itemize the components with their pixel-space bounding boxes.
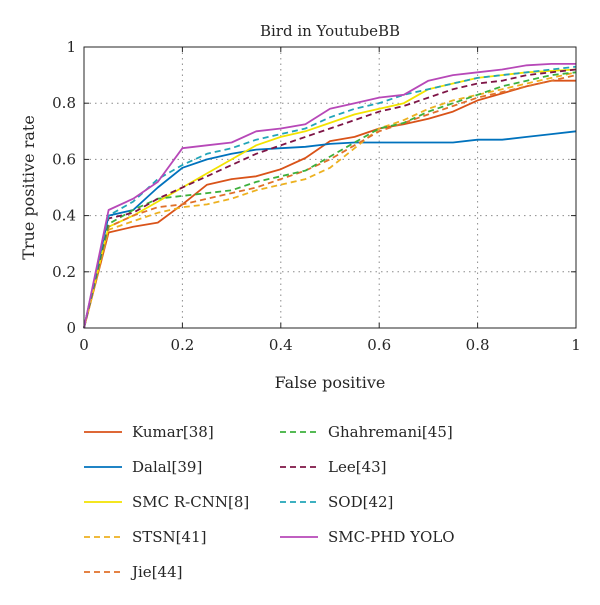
series-line-8 [83, 63, 576, 329]
ticks: 0 0.2 0.4 0.6 0.8 1 0 0.2 0.4 0.6 0.8 1 [52, 38, 581, 354]
series-line-6 [83, 68, 577, 329]
legend-label-1: Dalal[39] [132, 458, 202, 476]
y-tick-label: 0.8 [52, 94, 76, 112]
y-axis-label: True positive rate [19, 115, 38, 260]
legend-label-3: STSN[41] [132, 528, 206, 546]
legend-label-4: Jie[44] [130, 563, 182, 581]
y-tick-label: 0.6 [52, 150, 76, 168]
series-line-7 [83, 65, 577, 329]
x-tick-label: 0.6 [367, 336, 391, 354]
legend-label-6: Lee[43] [328, 458, 387, 476]
y-tick-label: 0.4 [52, 207, 76, 225]
series-line-4 [83, 74, 577, 329]
legend-label-8: SMC-PHD YOLO [328, 528, 455, 546]
x-tick-label: 0.4 [269, 336, 293, 354]
legend-label-5: Ghahremani[45] [328, 423, 453, 441]
series-line-3 [83, 71, 577, 329]
legend-label-2: SMC R-CNN[8] [132, 493, 249, 511]
plot-frame [83, 46, 577, 329]
x-tick-label: 0 [79, 336, 89, 354]
y-tick-label: 0.2 [52, 263, 76, 281]
y-tick-label: 1 [66, 38, 76, 56]
x-axis-label: False positive [275, 373, 386, 392]
x-tick-label: 0.8 [466, 336, 490, 354]
x-tick-label: 0.2 [170, 336, 194, 354]
y-tick-label: 0 [66, 319, 76, 337]
chart-title: Bird in YoutubeBB [260, 22, 400, 40]
legend-label-7: SOD[42] [328, 493, 393, 511]
legend-label-0: Kumar[38] [132, 423, 214, 441]
legend: Kumar[38] Dalal[39] SMC R-CNN[8] STSN[41] Ji… [84, 423, 455, 581]
series-line-0 [83, 79, 576, 329]
series-line-5 [83, 71, 577, 329]
series-line-1 [83, 130, 577, 329]
series-lines [83, 63, 577, 329]
x-tick-label: 1 [571, 336, 581, 354]
